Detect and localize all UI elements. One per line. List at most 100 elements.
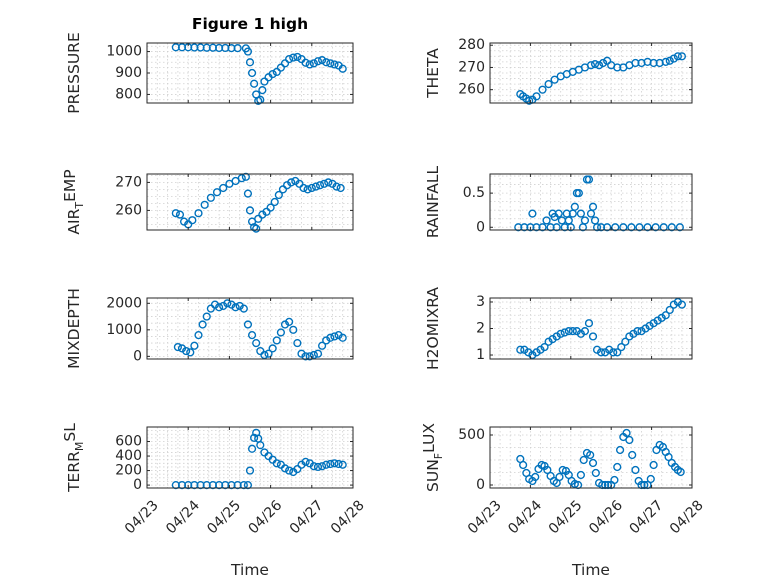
data-point	[643, 223, 652, 232]
x-axis-label: Time	[571, 561, 610, 579]
data-point	[285, 466, 294, 475]
data-point	[243, 47, 253, 56]
data-point	[245, 206, 255, 215]
data-point	[649, 460, 658, 470]
data-point	[313, 349, 323, 358]
data-point	[519, 460, 528, 470]
data-point	[677, 300, 687, 309]
data-point	[599, 58, 608, 68]
data-point	[651, 223, 660, 232]
data-point	[295, 179, 304, 188]
data-point	[338, 64, 347, 73]
data-point	[538, 223, 547, 232]
data-point	[309, 59, 318, 68]
data-point	[659, 223, 668, 232]
data-point	[330, 60, 339, 69]
data-point	[293, 338, 302, 348]
x-tick-label: 04/27	[287, 497, 327, 537]
y-tick-label: 1000	[106, 44, 142, 60]
data-point	[309, 350, 318, 360]
y-tick-label: 1000	[106, 322, 142, 338]
data-point	[315, 181, 325, 190]
y-tick-label: 0	[476, 219, 485, 235]
data-point	[274, 190, 283, 200]
data-point	[628, 450, 637, 460]
data-point	[215, 303, 224, 312]
y-axis-label: MIXDEPTH	[65, 288, 83, 369]
data-point	[576, 470, 586, 480]
data-point	[289, 325, 298, 334]
data-point	[322, 58, 331, 67]
data-point	[175, 210, 185, 219]
data-point	[649, 58, 658, 68]
data-point	[289, 53, 298, 62]
data-point	[531, 472, 540, 482]
data-point	[645, 321, 654, 330]
data-point	[264, 349, 273, 358]
data-point	[256, 441, 265, 450]
data-point	[194, 331, 203, 340]
data-point	[520, 223, 529, 232]
data-point	[661, 311, 670, 320]
data-point	[610, 475, 619, 485]
data-point	[641, 324, 650, 333]
data-point	[330, 332, 339, 341]
data-point	[592, 345, 602, 354]
y-tick-label: 400	[115, 448, 142, 464]
data-point	[609, 348, 618, 357]
y-axis-label: THETA	[424, 48, 442, 99]
data-point	[570, 202, 579, 211]
data-point	[555, 472, 564, 482]
data-point	[206, 193, 215, 202]
data-point	[548, 335, 557, 344]
axes-frame	[146, 426, 354, 489]
data-point	[301, 457, 310, 466]
data-point	[272, 459, 281, 468]
x-tick-label: 04/24	[505, 497, 545, 537]
data-point	[307, 183, 316, 193]
data-point	[528, 209, 537, 218]
data-point	[564, 327, 573, 336]
data-point	[338, 460, 347, 469]
data-point	[540, 342, 549, 352]
data-point	[552, 223, 561, 232]
data-point	[334, 459, 343, 469]
data-point	[653, 316, 662, 325]
data-point	[239, 304, 248, 313]
data-point	[665, 305, 674, 315]
data-point	[322, 460, 331, 469]
data-point	[524, 348, 533, 357]
data-point	[516, 345, 525, 354]
data-point	[619, 223, 628, 232]
y-axis-label: TERRMSL	[61, 423, 86, 493]
y-axis-label: AIRTEMP	[61, 169, 86, 234]
data-point	[336, 183, 345, 193]
subplot-rainfall: 0 0.5 RAINFALL	[424, 165, 693, 238]
data-point	[241, 172, 250, 181]
data-point	[326, 333, 335, 342]
data-point	[560, 223, 569, 232]
data-point	[266, 203, 275, 212]
y-tick-label: 2000	[106, 295, 142, 311]
data-point	[243, 320, 253, 329]
data-point	[260, 77, 269, 86]
axes-frame	[489, 42, 693, 104]
data-point	[566, 223, 575, 232]
data-point	[617, 342, 626, 352]
y-axis-label: PRESSURE	[65, 32, 83, 114]
data-point	[186, 348, 195, 357]
y-axis-label: RAINFALL	[424, 165, 442, 238]
data-point	[198, 320, 207, 329]
axes-frame	[489, 173, 693, 231]
data-point	[330, 459, 339, 468]
y-tick-label: 0	[133, 348, 142, 364]
x-tick-label: 04/26	[586, 497, 626, 537]
data-point	[676, 467, 685, 477]
data-point	[324, 178, 333, 187]
data-point	[270, 197, 279, 207]
data-point	[252, 224, 261, 233]
data-point	[649, 319, 658, 328]
data-point	[272, 336, 281, 345]
x-tick-label: 04/25	[546, 497, 586, 537]
